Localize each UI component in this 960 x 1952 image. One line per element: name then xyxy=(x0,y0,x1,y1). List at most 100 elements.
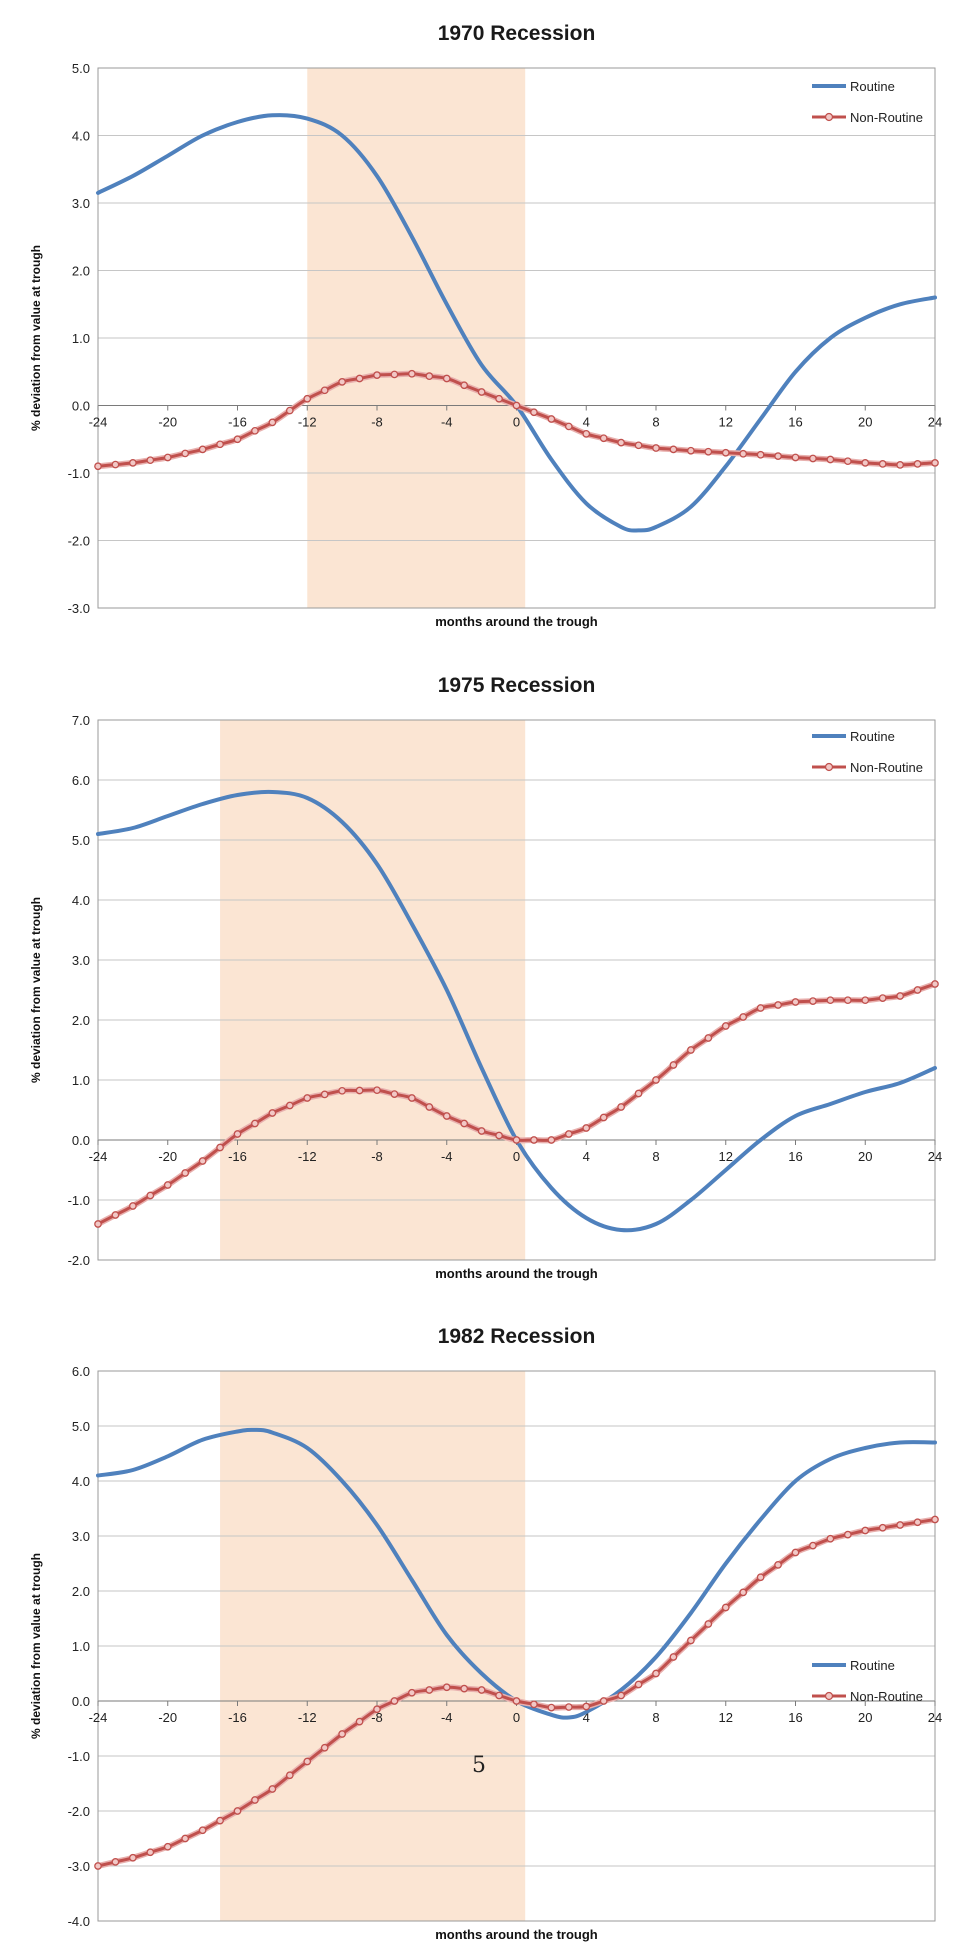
series-line xyxy=(96,789,937,1233)
data-point-marker xyxy=(303,1094,312,1102)
y-tick-label: 1.0 xyxy=(72,1639,90,1654)
data-point-marker xyxy=(233,435,242,444)
legend: Routine Non-Routine xyxy=(812,1658,923,1704)
legend-label: Non-Routine xyxy=(850,760,923,775)
data-point-marker xyxy=(268,418,277,427)
y-tick-label: 5.0 xyxy=(72,1419,90,1434)
x-tick-label: -24 xyxy=(89,1149,108,1164)
data-point-marker xyxy=(233,1807,242,1815)
x-tick-label: -4 xyxy=(441,1149,453,1164)
data-point-marker xyxy=(460,1684,469,1693)
data-point-marker xyxy=(408,369,416,378)
x-tick-label: -24 xyxy=(89,1710,108,1725)
y-axis-label: % deviation from value at trough xyxy=(29,897,43,1083)
data-point-marker xyxy=(442,374,451,383)
data-point-marker xyxy=(338,1086,346,1095)
y-tick-label: -2.0 xyxy=(68,1253,90,1268)
data-point-marker xyxy=(181,1169,190,1177)
data-point-marker xyxy=(739,1013,748,1021)
plot-frame xyxy=(97,67,936,609)
data-point-marker xyxy=(390,1090,399,1098)
x-tick-label: -12 xyxy=(298,415,317,430)
x-tick-label: 12 xyxy=(719,1149,733,1164)
x-tick-label: 24 xyxy=(928,1710,942,1725)
data-point-marker xyxy=(495,394,503,403)
y-tick-label: 3.0 xyxy=(72,1529,90,1544)
data-point-marker xyxy=(216,1143,224,1152)
x-tick-label: -12 xyxy=(298,1710,317,1725)
y-tick-label: 4.0 xyxy=(72,893,90,908)
data-point-marker xyxy=(931,459,939,467)
x-tick-label: -20 xyxy=(158,1710,177,1725)
data-point-marker xyxy=(373,1705,381,1714)
data-point-marker xyxy=(913,1518,922,1527)
y-tick-label: 3.0 xyxy=(72,196,90,211)
y-tick-label: -3.0 xyxy=(68,601,90,616)
data-point-marker xyxy=(477,1127,486,1135)
data-point-marker xyxy=(669,445,678,454)
y-tick-label: 5.0 xyxy=(72,833,90,848)
data-point-marker xyxy=(878,460,887,468)
legend-label: Routine xyxy=(850,79,895,94)
data-point-marker xyxy=(129,1202,137,1210)
series-routine xyxy=(96,113,937,533)
data-point-marker xyxy=(303,394,312,403)
data-point-marker xyxy=(198,1157,207,1165)
y-tick-label: -2.0 xyxy=(68,534,90,549)
data-point-marker xyxy=(861,1526,870,1535)
series-routine xyxy=(96,789,937,1233)
data-point-marker xyxy=(617,1691,625,1700)
series-non-routine xyxy=(94,369,939,471)
data-point-marker xyxy=(442,1112,451,1120)
data-point-marker xyxy=(355,1086,364,1095)
data-point-marker xyxy=(198,445,207,454)
y-tick-label: -1.0 xyxy=(68,1193,90,1208)
data-point-marker xyxy=(878,994,887,1002)
x-tick-label: 20 xyxy=(858,415,872,430)
y-tick-label: 2.0 xyxy=(72,264,90,279)
data-point-marker xyxy=(373,371,381,379)
data-point-marker xyxy=(320,386,329,395)
data-point-marker xyxy=(756,1004,765,1012)
data-point-marker xyxy=(495,1131,503,1140)
x-axis-label: months around the trough xyxy=(435,614,598,629)
x-tick-label: 8 xyxy=(652,1710,659,1725)
data-point-marker xyxy=(564,1130,573,1138)
data-point-marker xyxy=(809,997,817,1005)
data-point-marker xyxy=(530,1136,538,1144)
y-axis-label: % deviation from value at trough xyxy=(29,245,43,431)
data-point-marker xyxy=(251,1796,259,1804)
y-tick-label: 2.0 xyxy=(72,1013,90,1028)
y-tick-label: -3.0 xyxy=(68,1859,90,1874)
x-tick-label: -16 xyxy=(228,1710,247,1725)
data-point-marker xyxy=(163,1181,172,1189)
x-axis-label: months around the trough xyxy=(435,1927,598,1942)
y-tick-label: 7.0 xyxy=(72,713,90,728)
x-tick-label: -8 xyxy=(371,1710,383,1725)
data-point-marker xyxy=(268,1785,277,1793)
data-point-marker xyxy=(826,1534,835,1543)
x-tick-label: -8 xyxy=(371,1149,383,1164)
chart-title: 1975 Recession xyxy=(438,674,596,697)
data-point-marker xyxy=(826,455,835,464)
y-tick-label: 6.0 xyxy=(72,773,90,788)
data-point-marker xyxy=(216,1816,224,1825)
data-point-marker xyxy=(617,1103,625,1111)
data-point-marker xyxy=(721,448,730,457)
data-point-marker xyxy=(320,1743,329,1752)
data-point-marker xyxy=(721,1603,730,1612)
chart-2: 1975 Recession 7.0 6.0 5.0 4.0 3.0 2.0 1.0 0.0 -1… xyxy=(29,674,942,1281)
x-tick-label: 16 xyxy=(788,1710,802,1725)
data-point-marker xyxy=(425,372,434,380)
y-tick-label: 4.0 xyxy=(72,129,90,144)
y-tick-label: 1.0 xyxy=(72,1073,90,1088)
x-tick-label: 0 xyxy=(513,1149,520,1164)
data-point-marker xyxy=(913,986,922,994)
data-point-marker xyxy=(233,1130,242,1138)
data-point-marker xyxy=(582,429,591,438)
x-tick-label: 12 xyxy=(719,415,733,430)
x-tick-label: 4 xyxy=(583,1149,590,1164)
y-tick-label: -1.0 xyxy=(68,466,90,481)
legend-label: Routine xyxy=(850,729,895,744)
